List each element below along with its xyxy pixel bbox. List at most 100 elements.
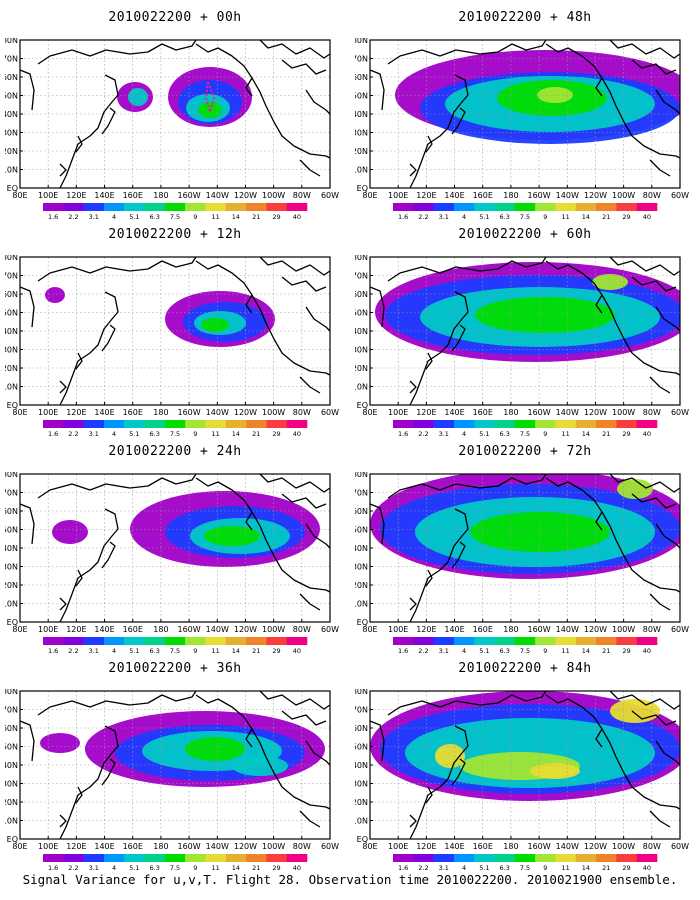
lon-tick-label: 100W: [262, 842, 285, 851]
colorbar-swatch: [225, 420, 247, 428]
coastlines: [369, 256, 681, 406]
lat-tick-label: 10N: [355, 600, 368, 609]
lat-tick-label: 20N: [355, 147, 368, 156]
lat-tick-label: 60N: [355, 73, 368, 82]
colorbar-label: 11: [211, 430, 219, 438]
map-frame: [19, 39, 331, 189]
colorbar-label: 2.2: [68, 213, 78, 221]
signal-variance-field: [45, 287, 275, 347]
lat-tick-label: 60N: [5, 724, 18, 733]
colorbar-label: 5.1: [129, 213, 139, 221]
colorbar-label: 6.3: [500, 864, 510, 872]
lat-tick-label: 60N: [355, 724, 368, 733]
lat-tick-label: 40N: [355, 544, 368, 553]
colorbar-swatch: [555, 420, 577, 428]
lon-tick-label: 120E: [416, 408, 436, 417]
lon-tick-label: 140E: [444, 191, 464, 200]
lon-tick-label: 100E: [388, 191, 408, 200]
lon-tick-label: 100W: [262, 408, 285, 417]
colorbar-swatch: [266, 203, 287, 211]
colorbar-swatch: [474, 854, 495, 862]
colorbar-label: 2.2: [68, 430, 78, 438]
colorbar-label: 7.5: [520, 213, 530, 221]
colorbar-label: 9: [543, 430, 547, 438]
colorbar-swatch: [453, 854, 475, 862]
colorbar-swatch: [63, 854, 84, 862]
colorbar-label: 29: [622, 864, 630, 872]
colorbar-label: 1.6: [48, 864, 58, 872]
colorbar-swatch: [286, 637, 308, 645]
lat-tick-label: 50N: [355, 92, 368, 101]
colorbar-label: 2.2: [418, 647, 428, 655]
colorbar-label: 1.6: [48, 213, 58, 221]
lon-tick-label: 100E: [388, 842, 408, 851]
colorbar-label: 1.6: [398, 864, 408, 872]
panel-title: 2010022200 + 60h: [458, 227, 592, 242]
colorbar-swatch: [575, 203, 597, 211]
lat-tick-label: 40N: [355, 761, 368, 770]
colorbar-label: 29: [272, 430, 280, 438]
colorbar-label: 7.5: [170, 430, 180, 438]
lon-tick-label: 80E: [12, 842, 27, 851]
colorbar-swatch: [246, 420, 267, 428]
colorbar-swatch: [286, 203, 308, 211]
lon-tick-label: 140W: [556, 842, 579, 851]
colorbar-label: 6.3: [150, 213, 160, 221]
lon-tick-label: 80W: [293, 191, 311, 200]
panel-title: 2010022200 + 36h: [108, 661, 242, 676]
colorbar-label: 6.3: [500, 647, 510, 655]
colorbar-label: 4: [462, 430, 466, 438]
colorbar-label: 3.1: [439, 213, 449, 221]
colorbar-swatch: [225, 203, 247, 211]
colorbar-label: 21: [602, 647, 610, 655]
colorbar-swatch: [636, 420, 658, 428]
colorbar-swatch: [393, 420, 414, 428]
colorbar-swatch: [205, 203, 227, 211]
lon-tick-label: 140W: [206, 408, 229, 417]
colorbar-label: 6.3: [500, 430, 510, 438]
lat-tick-label: 10N: [5, 166, 18, 175]
colorbar-label: 11: [211, 213, 219, 221]
colorbar-swatch: [433, 637, 455, 645]
colorbar-label: 6.3: [500, 213, 510, 221]
lon-tick-label: 140W: [206, 842, 229, 851]
colorbar-label: 1.6: [398, 430, 408, 438]
colorbar-swatch: [535, 203, 556, 211]
colorbar-swatch: [535, 637, 556, 645]
lon-tick-label: 160W: [177, 842, 200, 851]
colorbar-label: 11: [561, 864, 569, 872]
lon-tick-label: 100W: [612, 408, 635, 417]
lon-tick-label: 140E: [444, 842, 464, 851]
colorbar-label: 14: [232, 213, 240, 221]
lat-tick-label: 60N: [5, 73, 18, 82]
colorbar: 1.6 2.2 3.1 4 5.1 6.3 7.5 9 11 14 21 29 40: [393, 203, 658, 221]
colorbar: 1.6 2.2 3.1 4 5.1 6.3 7.5 9 11 14 21 29 40: [43, 420, 308, 438]
colorbar-label: 21: [602, 864, 610, 872]
colorbar-label: 5.1: [479, 430, 489, 438]
colorbar-swatch: [494, 637, 516, 645]
lon-tick-label: 140E: [94, 408, 114, 417]
colorbar-swatch: [144, 637, 166, 645]
colorbar-label: 1.6: [48, 430, 58, 438]
colorbar-swatch: [63, 637, 84, 645]
colorbar-label: 1.6: [48, 647, 58, 655]
lat-tick-label: 20N: [5, 147, 18, 156]
colorbar-swatch: [393, 203, 414, 211]
figure-caption: Signal Variance for u,v,T. Flight 28. Ob…: [22, 872, 678, 887]
colorbar-swatch: [393, 854, 414, 862]
lon-tick-label: 100W: [612, 842, 635, 851]
coastlines: [19, 473, 331, 623]
lon-tick-label: 160E: [123, 191, 143, 200]
colorbar-label: 7.5: [520, 864, 530, 872]
lon-tick-label: 140E: [94, 191, 114, 200]
colorbar-swatch: [514, 203, 536, 211]
colorbar-label: 3.1: [89, 864, 99, 872]
lon-tick-label: 140W: [556, 191, 579, 200]
coastlines: [19, 39, 331, 189]
lon-tick-label: 180: [153, 408, 168, 417]
colorbar-swatch: [225, 637, 247, 645]
colorbar-label: 7.5: [170, 864, 180, 872]
lon-tick-label: 160W: [527, 408, 550, 417]
colorbar-swatch: [205, 637, 227, 645]
